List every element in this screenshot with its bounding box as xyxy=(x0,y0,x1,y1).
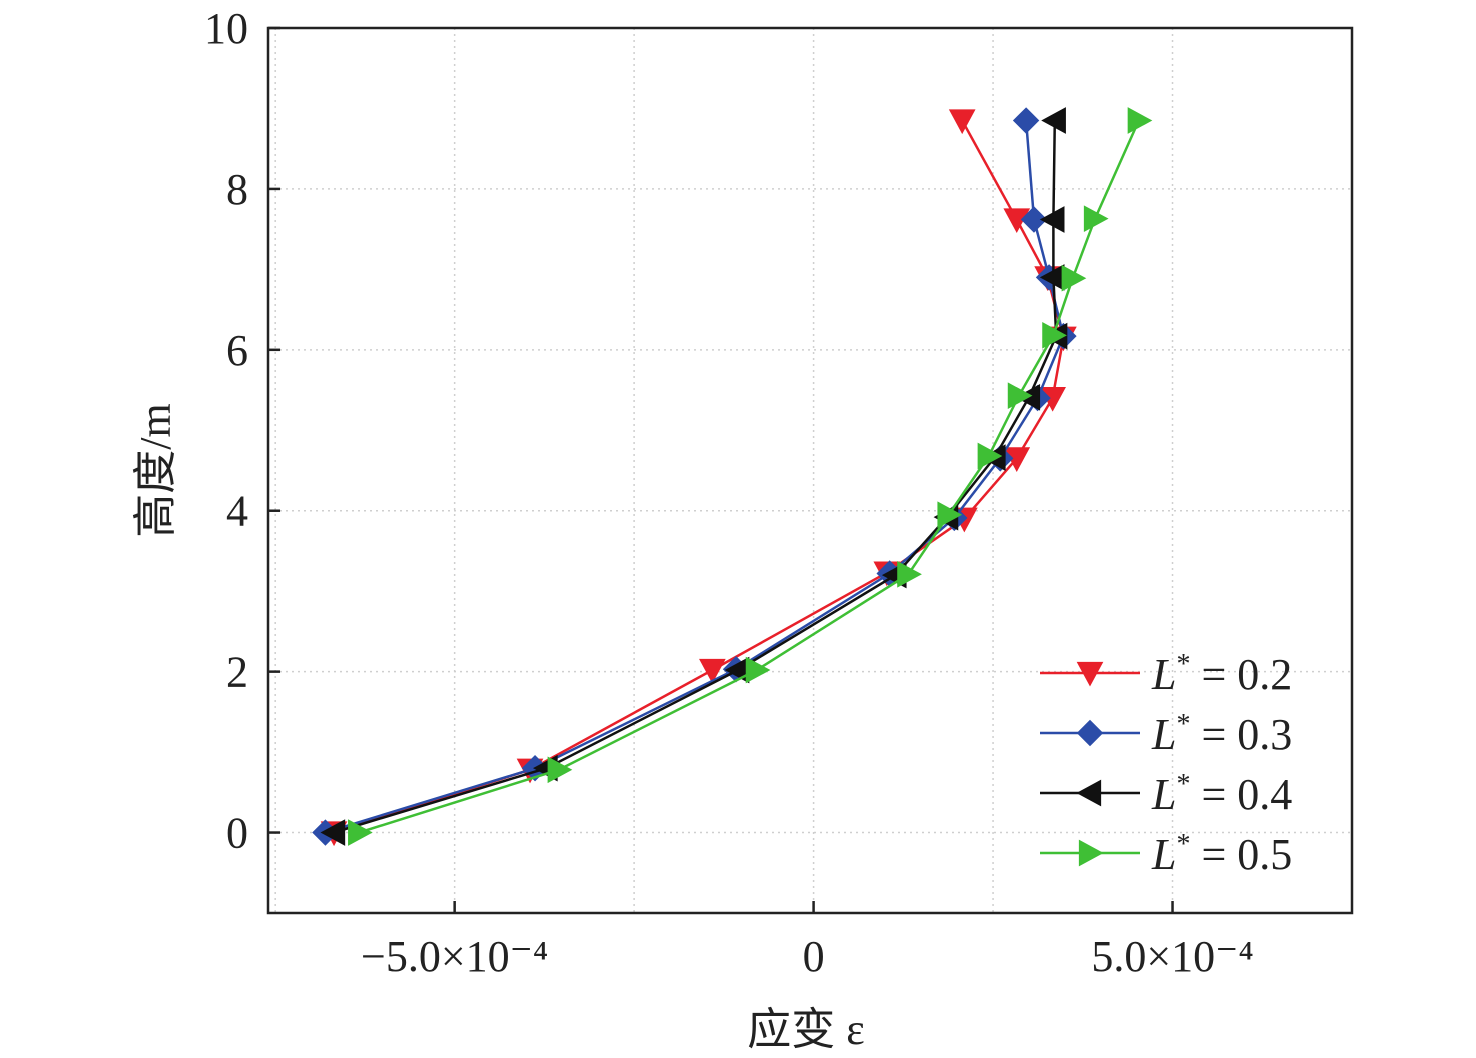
data-point xyxy=(699,658,726,684)
series-1 xyxy=(320,109,1077,847)
data-point xyxy=(897,560,922,588)
data-point xyxy=(1012,107,1040,134)
legend-marker xyxy=(1078,839,1104,867)
legend-label: L* = 0.4 xyxy=(1151,769,1292,819)
series-4 xyxy=(348,107,1153,846)
legend-marker xyxy=(1076,719,1104,747)
series-line xyxy=(325,120,1065,834)
legend: L* = 0.2 L* = 0.3 L* = 0.4 L* = 0.5 xyxy=(1040,649,1292,879)
x-tick-label: −5.0×10⁻⁴ xyxy=(361,932,548,981)
grid-lines xyxy=(268,28,1352,913)
legend-entry: L* = 0.3 xyxy=(1040,709,1292,759)
data-point xyxy=(1020,206,1048,233)
y-tick-label: 0 xyxy=(226,809,248,858)
x-tick-label: 5.0×10⁻⁴ xyxy=(1091,932,1253,981)
data-point xyxy=(348,819,373,846)
x-tick-label: 0 xyxy=(803,932,825,981)
y-tick-label: 8 xyxy=(226,165,248,214)
axis-ticks: −5.0×10⁻⁴ 0 5.0×10⁻⁴ 0 2 4 6 8 10 xyxy=(204,4,1254,981)
y-tick-label: 10 xyxy=(204,4,248,53)
data-point xyxy=(1127,107,1153,134)
series-layer xyxy=(312,107,1153,847)
plot-frame xyxy=(266,26,1354,915)
legend-marker xyxy=(1076,661,1104,687)
y-tick-label: 2 xyxy=(226,648,248,697)
data-point xyxy=(547,756,573,784)
legend-label: L* = 0.5 xyxy=(1151,829,1292,879)
data-point xyxy=(1083,205,1109,233)
legend-label: L* = 0.2 xyxy=(1151,649,1292,699)
y-axis-label: 高度/m xyxy=(131,403,180,537)
y-tick-label: 6 xyxy=(226,326,248,375)
data-point xyxy=(937,501,963,529)
data-point xyxy=(948,109,976,135)
data-point xyxy=(1061,264,1087,292)
series-2 xyxy=(312,107,1077,846)
legend-entry: L* = 0.5 xyxy=(1040,829,1292,879)
legend-entry: L* = 0.4 xyxy=(1040,769,1292,819)
legend-entry: L* = 0.2 xyxy=(1040,649,1292,699)
data-point xyxy=(745,656,771,684)
data-point xyxy=(1039,206,1065,233)
data-point xyxy=(320,819,346,846)
data-point xyxy=(1042,321,1067,349)
series-3 xyxy=(320,107,1068,846)
legend-label: L* = 0.3 xyxy=(1151,709,1292,759)
data-point xyxy=(1041,107,1066,134)
series-line xyxy=(333,120,1058,834)
y-tick-label: 4 xyxy=(226,487,248,536)
data-point xyxy=(1007,382,1033,410)
x-axis-label: 应变 ε xyxy=(747,1005,864,1054)
data-point xyxy=(977,442,1003,470)
legend-marker xyxy=(1076,779,1102,807)
series-line xyxy=(333,119,1065,834)
